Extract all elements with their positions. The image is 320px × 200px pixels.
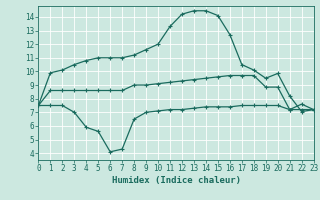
X-axis label: Humidex (Indice chaleur): Humidex (Indice chaleur) <box>111 176 241 185</box>
